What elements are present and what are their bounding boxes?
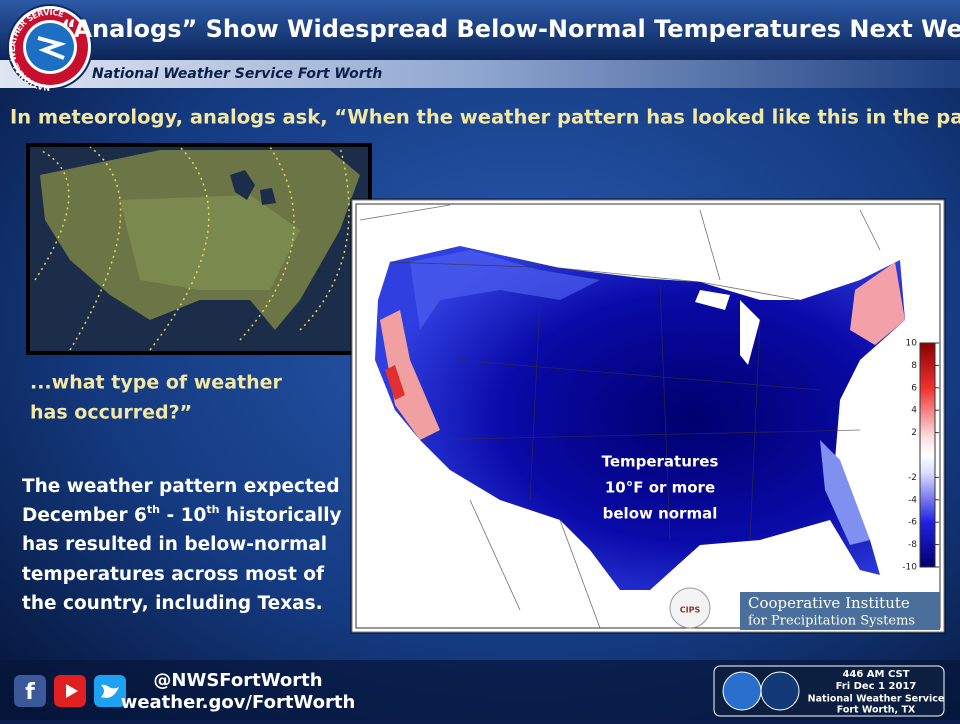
body-text: historically bbox=[219, 505, 341, 526]
timestamp: Fri Dec 1 2017 bbox=[836, 681, 917, 692]
map-annotation: below normal bbox=[603, 505, 718, 523]
cips-badge: CIPS bbox=[680, 606, 701, 615]
anomaly-field bbox=[375, 246, 905, 590]
answer-line: ...what type of weather bbox=[30, 372, 283, 394]
body-text: December 6 bbox=[22, 505, 147, 526]
title: “Analogs” Show Widespread Below-Normal T… bbox=[61, 15, 960, 43]
colorbar-tick-label: 6 bbox=[911, 383, 917, 393]
social-icons: f bbox=[14, 675, 126, 707]
credit-line: for Precipitation Systems bbox=[748, 614, 915, 629]
body-line: has resulted in below-normal bbox=[22, 534, 327, 555]
cips-credit: CIPS Cooperative Institute for Precipita… bbox=[669, 587, 940, 630]
nws-logo: NATIONAL WEATHER SERVICE bbox=[7, 4, 93, 93]
map-annotation: 10°F or more bbox=[605, 479, 715, 497]
timestamp: 446 AM CST bbox=[842, 669, 909, 680]
superscript: th bbox=[147, 503, 160, 516]
colorbar-tick-label: -2 bbox=[908, 473, 917, 483]
subtitle: National Weather Service Fort Worth bbox=[92, 66, 382, 82]
colorbar-tick-label: -4 bbox=[908, 495, 917, 505]
title-banner bbox=[0, 0, 960, 60]
body-text: - 10 bbox=[160, 505, 206, 526]
subtitle-bar bbox=[0, 60, 960, 88]
website[interactable]: weather.gov/FortWorth bbox=[121, 692, 356, 713]
temperature-map: Temperatures 10°F or more below normal 1… bbox=[350, 198, 946, 634]
colorbar-tick-label: 2 bbox=[911, 428, 917, 438]
colorbar-tick-label: 8 bbox=[911, 361, 917, 371]
social-handle[interactable]: @NWSFortWorth bbox=[153, 670, 322, 691]
office: Fort Worth, TX bbox=[837, 705, 916, 716]
body-line: The weather pattern expected bbox=[22, 476, 340, 497]
superscript: th bbox=[206, 503, 219, 516]
map-annotation: Temperatures bbox=[602, 453, 719, 471]
body-line: December 6th - 10th historically bbox=[22, 503, 342, 527]
timestamp-box: 446 AM CST Fri Dec 1 2017 National Weath… bbox=[713, 665, 945, 717]
body-line: the country, including Texas. bbox=[22, 593, 323, 614]
colorbar-tick-label: 10 bbox=[906, 339, 918, 349]
colorbar-tick-label: -6 bbox=[908, 518, 917, 528]
svg-text:f: f bbox=[25, 680, 35, 705]
colorbar bbox=[919, 342, 936, 568]
question: In meteorology, analogs ask, “When the w… bbox=[10, 106, 960, 129]
answer-line: has occurred?” bbox=[30, 402, 192, 424]
office: National Weather Service bbox=[808, 694, 945, 705]
colorbar-tick-label: -10 bbox=[902, 563, 917, 573]
colorbar-tick-label: 4 bbox=[911, 406, 917, 416]
satellite-map bbox=[26, 143, 372, 355]
colorbar-tick-label: -8 bbox=[908, 540, 917, 550]
credit-line: Cooperative Institute bbox=[748, 594, 910, 612]
body-line: temperatures across most of bbox=[22, 564, 325, 585]
